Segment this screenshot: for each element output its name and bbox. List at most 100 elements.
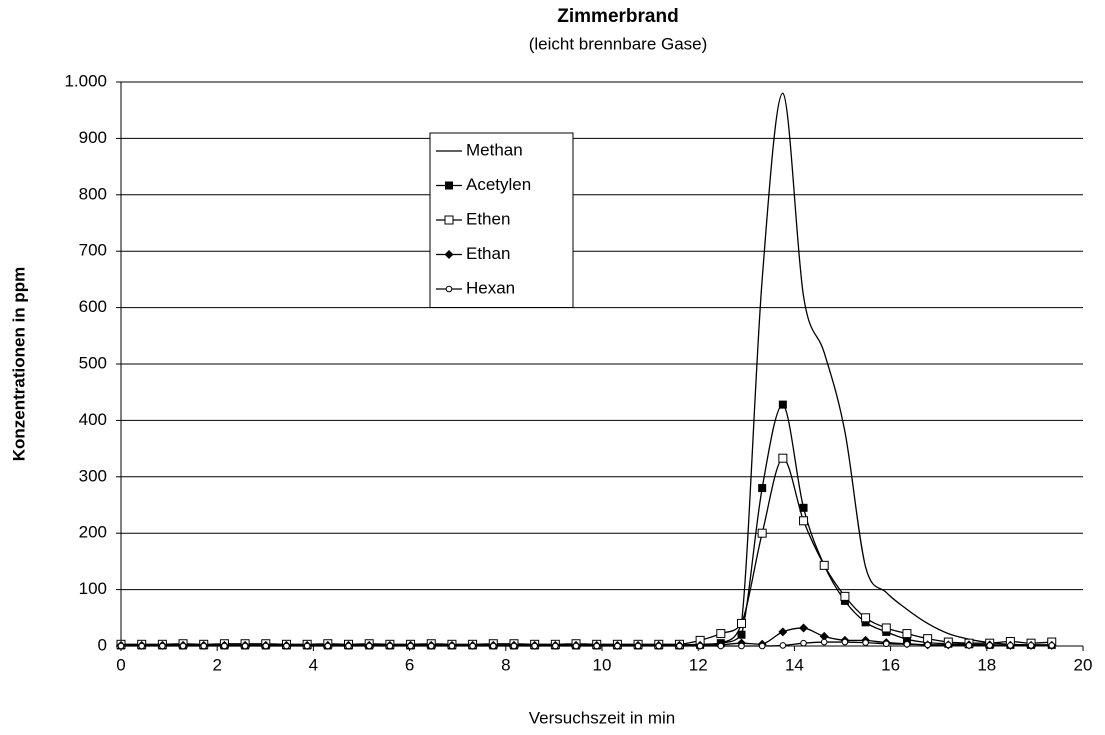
y-tick-label: 600: [79, 297, 107, 316]
marker: [758, 642, 766, 650]
series-line: [121, 457, 1052, 645]
x-tick-label: 18: [977, 655, 996, 674]
marker: [902, 629, 912, 639]
marker: [778, 453, 788, 463]
marker: [117, 642, 125, 650]
marker: [444, 250, 454, 259]
marker: [510, 642, 518, 650]
marker: [221, 642, 228, 650]
marker: [841, 638, 849, 646]
marker: [758, 484, 767, 493]
marker: [676, 642, 683, 650]
y-tick-label: 200: [79, 523, 107, 542]
series-line: [121, 641, 1052, 647]
marker: [840, 591, 850, 601]
marker: [448, 642, 456, 650]
marker: [241, 642, 249, 650]
legend-label: Ethan: [466, 244, 510, 263]
marker: [965, 642, 973, 649]
marker: [945, 641, 952, 649]
y-tick-label: 100: [79, 579, 107, 598]
chart-title: Zimmerbrand: [557, 6, 678, 27]
chart-subtitle: (leicht brennbare Gase): [529, 34, 708, 53]
legend-label: Ethen: [466, 209, 510, 228]
marker: [386, 642, 394, 650]
marker: [696, 642, 704, 650]
marker: [303, 642, 311, 650]
legend-label: Hexan: [466, 278, 515, 297]
marker: [138, 642, 145, 650]
y-tick-label: 0: [98, 635, 107, 654]
x-axis-label: Versuchszeit in min: [529, 708, 675, 727]
marker: [445, 285, 453, 293]
marker: [283, 642, 290, 650]
marker: [1007, 642, 1014, 649]
marker: [365, 642, 373, 650]
marker: [924, 641, 931, 649]
x-tick-label: 20: [1074, 655, 1093, 674]
y-tick-label: 400: [79, 410, 107, 429]
marker: [757, 528, 767, 538]
marker: [778, 627, 788, 637]
x-tick-label: 10: [593, 655, 612, 674]
marker: [262, 642, 270, 650]
marker: [445, 181, 453, 190]
series-line: [121, 92, 1052, 646]
legend-label: Methan: [466, 140, 523, 159]
y-tick-label: 300: [79, 466, 107, 485]
marker: [736, 618, 746, 628]
marker: [819, 631, 829, 641]
marker: [593, 642, 601, 650]
x-tick-label: 16: [881, 655, 900, 674]
marker: [820, 638, 828, 646]
marker: [861, 618, 870, 627]
marker: [716, 629, 726, 639]
marker: [552, 642, 559, 650]
marker: [903, 641, 911, 648]
marker: [1027, 642, 1035, 649]
marker: [427, 642, 435, 650]
marker: [444, 215, 454, 225]
marker: [840, 596, 849, 605]
marker: [572, 642, 580, 650]
marker: [531, 642, 538, 650]
y-tick-label: 900: [79, 128, 107, 147]
legend: Methan Acetylen Ethen Ethan Hexan: [429, 132, 574, 308]
x-tick-label: 0: [116, 655, 125, 674]
y-tick-label: 700: [79, 241, 107, 260]
marker: [1048, 642, 1056, 649]
marker: [469, 642, 476, 650]
marker: [799, 623, 809, 633]
series-line: [121, 403, 1052, 647]
y-tick-label: 1.000: [64, 71, 107, 90]
marker: [861, 613, 871, 623]
marker: [407, 642, 414, 650]
x-tick-label: 14: [785, 655, 804, 674]
marker: [799, 516, 809, 526]
x-tick-label: 8: [501, 655, 510, 674]
marker: [862, 639, 869, 646]
x-tick-label: 12: [689, 655, 708, 674]
marker: [179, 642, 187, 650]
marker: [779, 642, 787, 649]
marker: [200, 642, 208, 650]
marker: [737, 630, 746, 639]
marker: [634, 642, 642, 650]
x-tick-label: 6: [405, 655, 414, 674]
x-tick-label: 2: [212, 655, 221, 674]
marker: [800, 639, 807, 647]
legend-label: Acetylen: [466, 175, 531, 194]
y-tick-label: 800: [79, 184, 107, 203]
marker: [345, 642, 352, 650]
marker: [819, 560, 829, 570]
marker: [324, 642, 332, 650]
marker: [738, 642, 745, 650]
marker: [159, 642, 166, 650]
marker: [717, 642, 725, 650]
marker: [799, 503, 808, 512]
marker: [881, 623, 891, 633]
marker: [902, 635, 911, 644]
marker: [655, 642, 663, 650]
